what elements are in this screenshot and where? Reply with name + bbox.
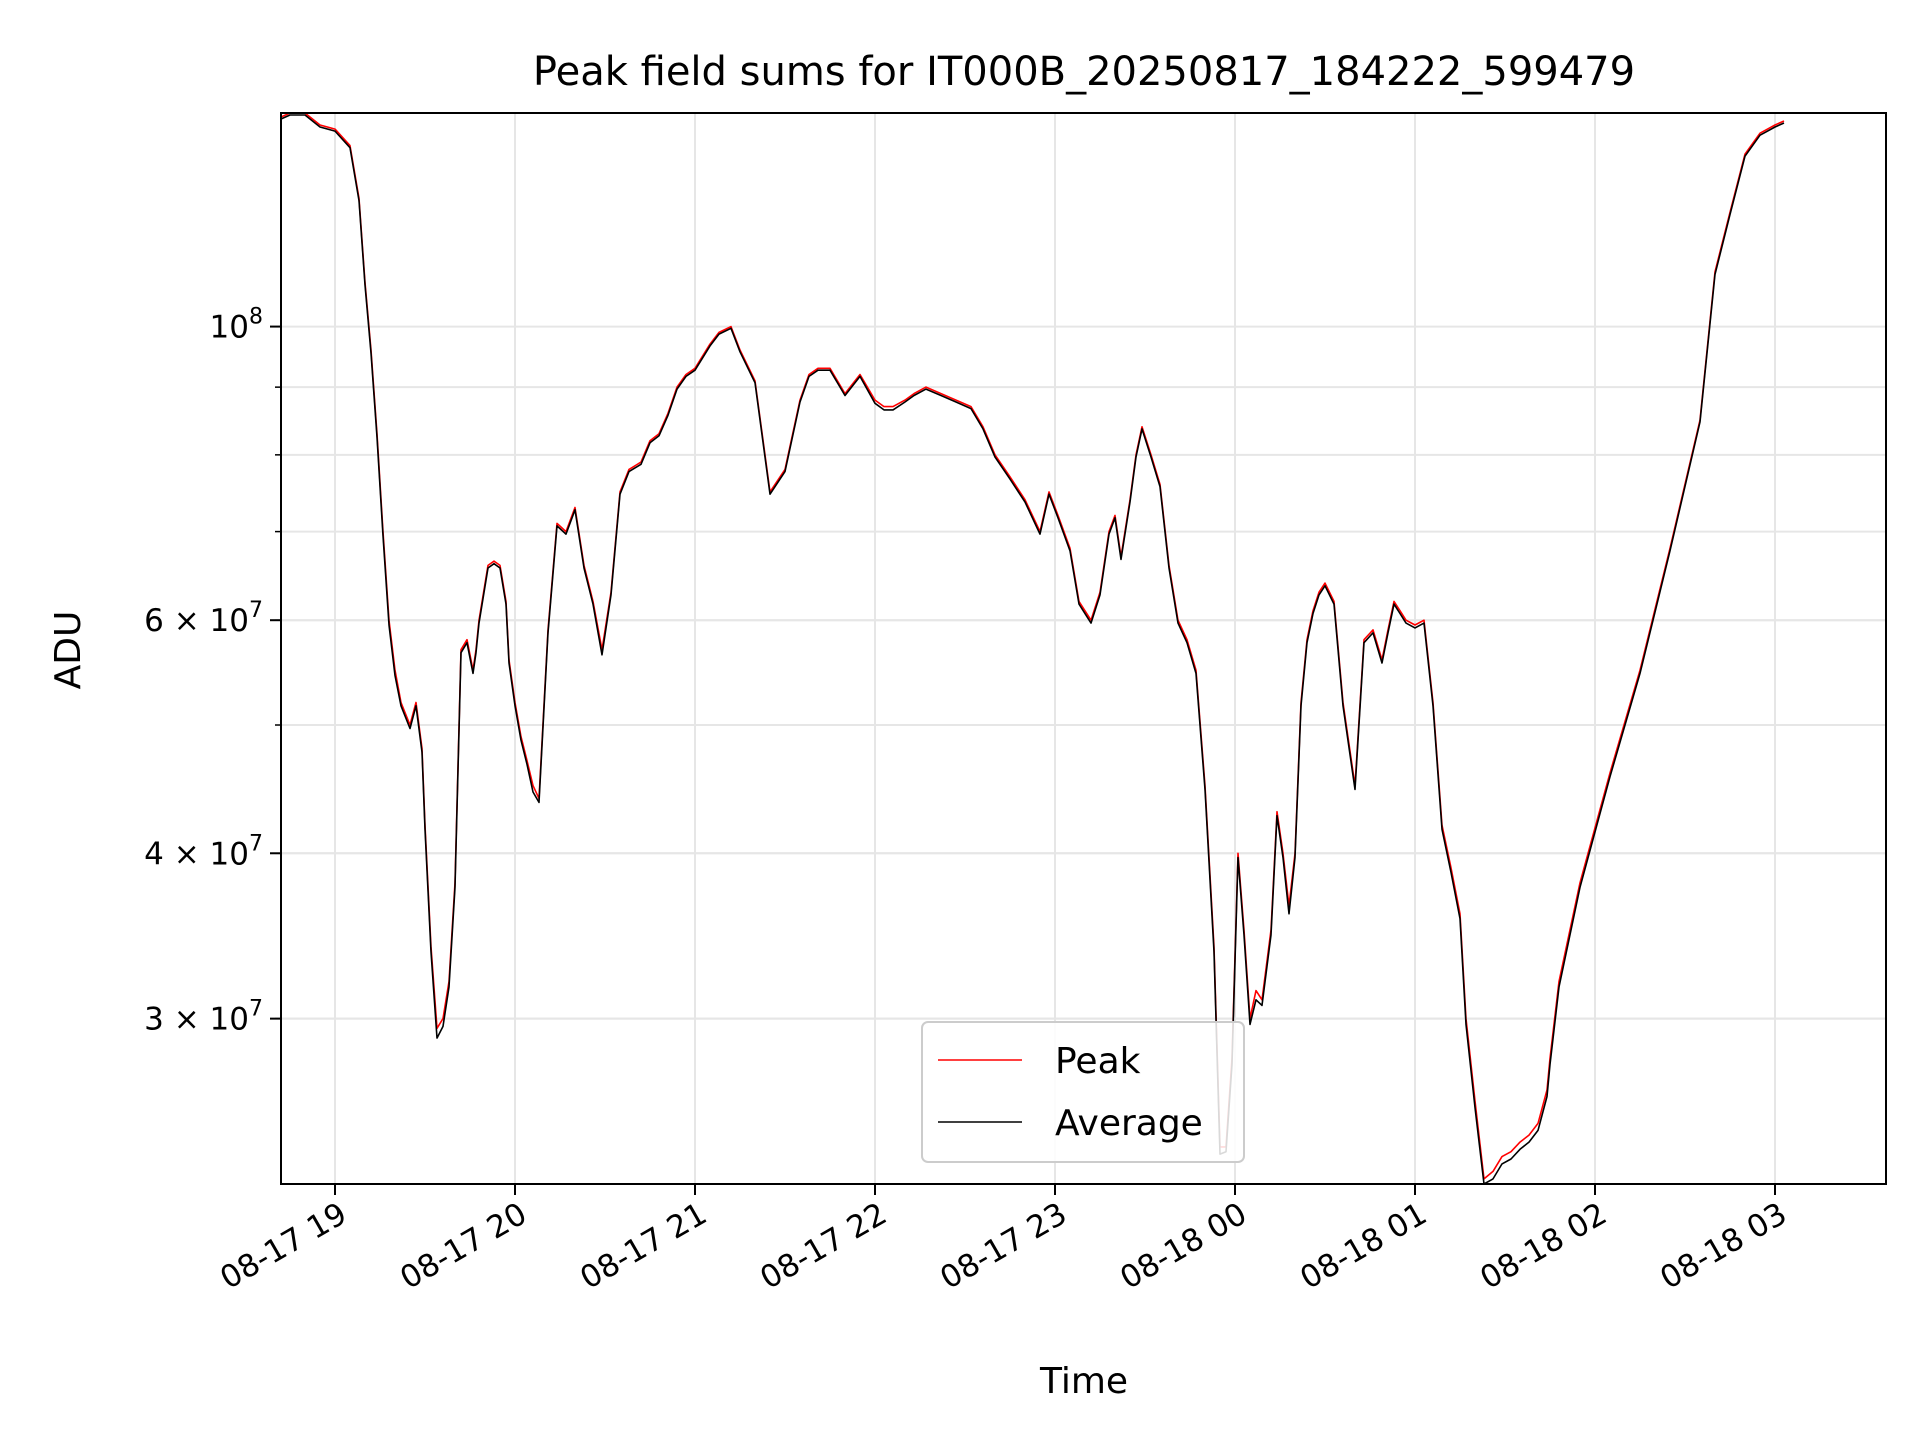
y-tick-exponent: 7 [249,598,263,623]
y-tick-base: 10 [210,836,249,872]
series-line-average [281,114,1785,1184]
chart-title: Peak field sums for IT000B_20250817_1842… [533,49,1635,95]
y-axis-label: ADU [48,611,89,690]
y-tick-mantissa: 3 × [144,1002,209,1038]
legend-frame [921,1021,1245,1163]
series-layer [281,113,1785,1184]
legend-label-average: Average [1055,1103,1203,1144]
y-tick-label: 3 × 107 [144,997,263,1038]
legend-label-peak: Peak [1055,1041,1141,1082]
x-axis-label: Time [1039,1361,1128,1402]
y-tick-base: 10 [210,1002,249,1038]
y-tick-label: 6 × 107 [144,598,263,639]
y-tick-base: 10 [210,310,249,346]
y-tick-mantissa: 4 × [144,836,209,872]
y-tick-mantissa: 6 × [144,603,209,639]
plot-frame [280,112,1887,1185]
grid [281,113,1886,1184]
y-tick-exponent: 7 [249,831,263,856]
y-tick-base: 10 [210,603,249,639]
y-tick-exponent: 8 [249,305,263,330]
y-tick-label: 4 × 107 [144,831,263,872]
y-tick-label: 108 [210,305,263,346]
legend: Peak Average [921,1021,1245,1163]
y-tick-exponent: 7 [249,997,263,1022]
